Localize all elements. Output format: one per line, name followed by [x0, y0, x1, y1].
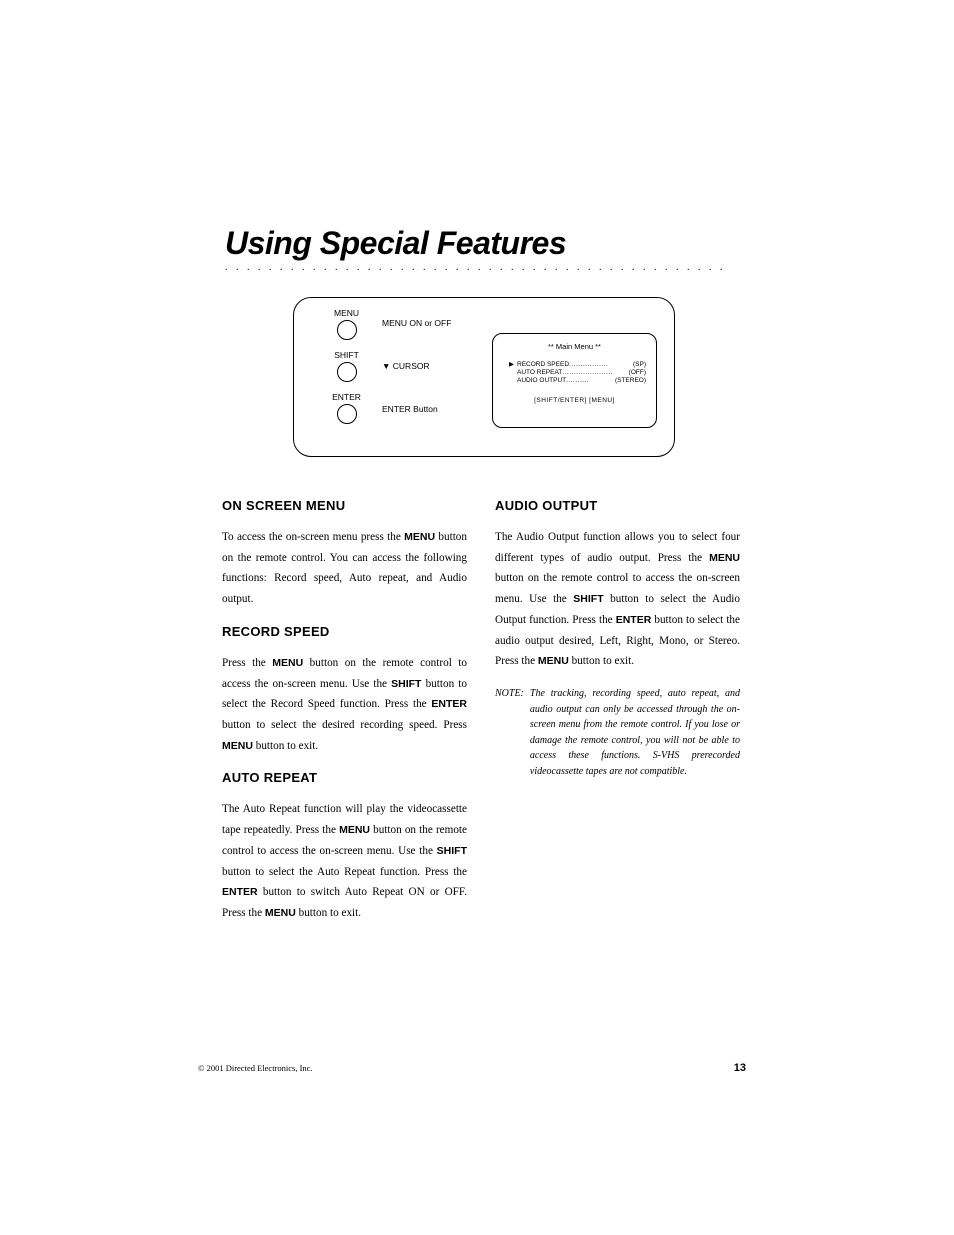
osd-screen: ** Main Menu ** ▶ RECORD SPEED .........… [492, 333, 657, 428]
audio-output-heading: AUDIO OUTPUT [495, 498, 740, 513]
menu-button-group: MENU [319, 308, 374, 340]
osd-marker [509, 377, 517, 385]
shift-button-group: SHIFT [319, 350, 374, 382]
enter-button-label: ENTER [319, 392, 374, 402]
button-column: MENU SHIFT ENTER [319, 308, 374, 434]
osd-title: ** Main Menu ** [503, 342, 646, 351]
record-speed-heading: RECORD SPEED [222, 624, 467, 639]
osd-row: AUDIO OUTPUT .......... (STEREO) [509, 377, 646, 385]
page: Using Special Features . . . . . . . . .… [0, 0, 954, 1235]
osd-row-dots: .......... [566, 377, 615, 385]
shift-desc: ▼ CURSOR [382, 361, 451, 371]
auto-repeat-heading: AUTO REPEAT [222, 770, 467, 785]
shift-button-label: SHIFT [319, 350, 374, 360]
osd-row-label: AUTO REPEAT [517, 369, 562, 377]
on-screen-menu-body: To access the on-screen menu press the M… [222, 527, 467, 610]
osd-row-value: (STEREO) [615, 377, 646, 385]
osd-row-label: AUDIO OUTPUT [517, 377, 566, 385]
shift-button-icon [337, 362, 357, 382]
osd-list: ▶ RECORD SPEED ................. (SP) AU… [503, 361, 646, 385]
osd-row-dots: ................. [569, 361, 633, 369]
record-speed-body: Press the MENU button on the remote cont… [222, 653, 467, 757]
note-block: NOTE: The tracking, recording speed, aut… [495, 686, 740, 779]
osd-row-value: (SP) [633, 361, 646, 369]
audio-output-body: The Audio Output function allows you to … [495, 527, 740, 672]
osd-row-label: RECORD SPEED [517, 361, 569, 369]
enter-desc: ENTER Button [382, 404, 451, 414]
button-descriptions: MENU ON or OFF ▼ CURSOR ENTER Button [382, 318, 451, 447]
osd-marker [509, 369, 517, 377]
content-columns: ON SCREEN MENU To access the on-screen m… [222, 498, 740, 938]
right-column: AUDIO OUTPUT The Audio Output function a… [495, 498, 740, 938]
page-title: Using Special Features [225, 225, 566, 262]
menu-desc: MENU ON or OFF [382, 318, 451, 328]
note-text: The tracking, recording speed, auto repe… [530, 686, 740, 779]
page-footer: © 2001 Directed Electronics, Inc. 13 [198, 1062, 746, 1074]
enter-button-icon [337, 404, 357, 424]
osd-footer: [SHIFT/ENTER] [MENU] [503, 397, 646, 404]
note-label: NOTE: [495, 686, 530, 779]
osd-row-dots: ...................... [562, 369, 628, 377]
auto-repeat-body: The Auto Repeat function will play the v… [222, 799, 467, 923]
copyright-text: © 2001 Directed Electronics, Inc. [198, 1063, 313, 1073]
osd-row-value: (OFF) [629, 369, 646, 377]
on-screen-menu-heading: ON SCREEN MENU [222, 498, 467, 513]
menu-button-label: MENU [319, 308, 374, 318]
osd-marker: ▶ [509, 361, 517, 369]
title-dotline: . . . . . . . . . . . . . . . . . . . . … [225, 262, 730, 273]
remote-diagram: MENU SHIFT ENTER MENU ON or OFF ▼ CURSOR… [293, 297, 675, 457]
osd-row: ▶ RECORD SPEED ................. (SP) [509, 361, 646, 369]
osd-row: AUTO REPEAT ...................... (OFF) [509, 369, 646, 377]
enter-button-group: ENTER [319, 392, 374, 424]
left-column: ON SCREEN MENU To access the on-screen m… [222, 498, 467, 938]
menu-button-icon [337, 320, 357, 340]
page-number: 13 [734, 1062, 746, 1074]
